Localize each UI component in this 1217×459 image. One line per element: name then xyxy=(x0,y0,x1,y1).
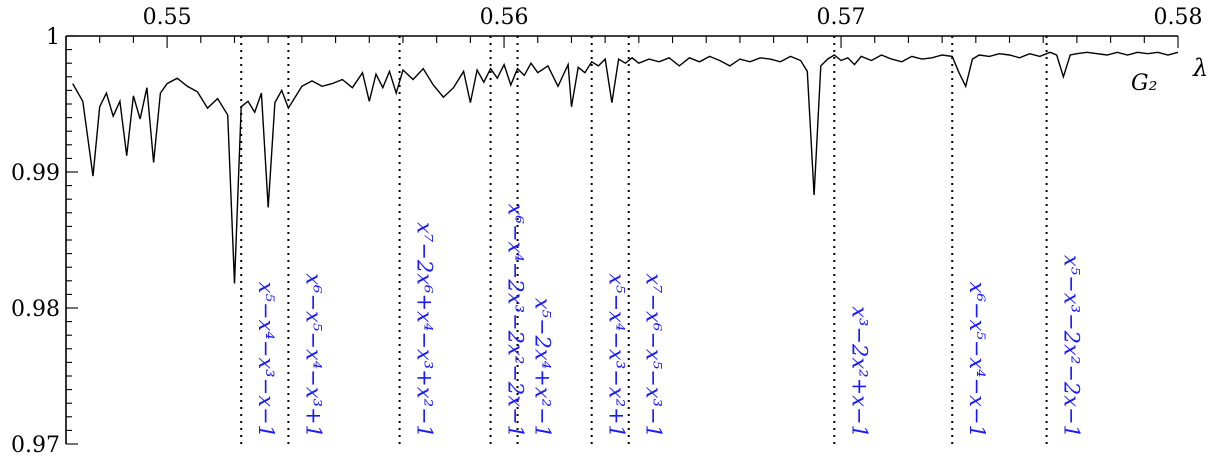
x-axis-label: λ xyxy=(1192,54,1208,82)
polynomial-label: x⁶−x⁴−2x³−2x²−2x−1 xyxy=(504,204,528,438)
y-tick-label: 0.97 xyxy=(11,433,60,458)
polynomial-label: x⁶−x⁵−x⁴−x³+1 xyxy=(301,273,325,438)
x-tick-label: 0.55 xyxy=(143,5,192,30)
polynomial-label: x⁶−x⁵−x⁴−x−1 xyxy=(965,282,989,438)
series-name-label: G₂ xyxy=(1131,71,1157,96)
y-tick-label: 0.98 xyxy=(11,297,60,322)
series-line xyxy=(72,51,1179,284)
reference-lines xyxy=(240,36,1048,444)
y-tick-labels: 1 0.99 0.98 0.97 xyxy=(11,25,60,458)
y-tick-label: 0.99 xyxy=(11,161,60,186)
x-tick-labels: 0.55 0.56 0.57 0.58 xyxy=(143,5,1203,30)
x-tick-label: 0.57 xyxy=(817,5,866,30)
polynomial-label: x³−2x²+x−1 xyxy=(847,306,871,438)
polynomial-labels: x⁵−x⁴−x³−x−1 x⁶−x⁵−x⁴−x³+1 x⁷−2x⁶+x⁴−x³+x²… xyxy=(254,204,1083,438)
y-tick-label: 1 xyxy=(46,25,60,50)
polynomial-label: x⁵−x⁴−x³−x−1 xyxy=(254,282,278,438)
polynomial-label: x⁵−x³−2x²−2x−1 xyxy=(1060,255,1084,438)
x-tick-label: 0.56 xyxy=(480,5,529,30)
minor-ticks xyxy=(65,35,1179,445)
polynomial-label: x⁵−x⁴−x³−x²+1 xyxy=(605,273,629,438)
polynomial-label: x⁷−x⁶−x⁵−x³−1 xyxy=(642,273,666,438)
polynomial-label: x⁵−2x⁴+x²−1 xyxy=(531,298,555,438)
polynomial-label: x⁷−2x⁶+x⁴−x³+x²−1 xyxy=(413,222,437,438)
x-tick-label: 0.58 xyxy=(1154,5,1203,30)
